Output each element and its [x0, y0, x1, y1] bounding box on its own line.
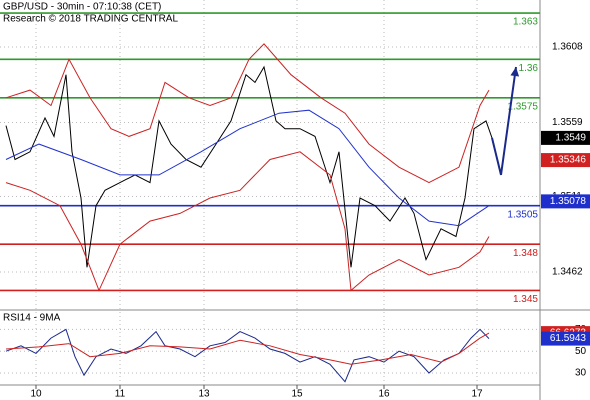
chart-title: GBP/USD - 30min - 07:10:38 (CET) [3, 2, 161, 13]
level-label: 1.348 [513, 248, 538, 259]
x-tick-label: 15 [291, 389, 303, 400]
level-label: 1.3505 [507, 209, 538, 220]
axis-box-label: 1.35346 [550, 155, 587, 166]
series-line [5, 43, 490, 184]
axis-box [541, 194, 590, 209]
series-line [5, 332, 490, 365]
series-line [5, 65, 493, 268]
y-tick-label: 50 [575, 346, 587, 357]
series-line [5, 328, 490, 383]
level-label: 1.363 [513, 17, 538, 28]
level-label: 1.345 [513, 294, 538, 305]
series-line [5, 109, 490, 227]
y-tick-label: 1.3462 [552, 267, 583, 278]
x-tick-label: 16 [378, 389, 390, 400]
axis-box [541, 331, 590, 346]
axis-box-label: 1.3549 [555, 133, 586, 144]
series-line [5, 151, 490, 292]
axis-box-label: 61.5943 [550, 333, 587, 344]
arrow-head [510, 67, 520, 77]
x-tick-label: 13 [198, 389, 210, 400]
level-label: 1.3575 [507, 101, 538, 112]
x-tick-label: 10 [30, 389, 42, 400]
y-tick-label: 30 [575, 368, 587, 379]
axis-box-label: 1.35078 [550, 196, 587, 207]
series-line [491, 66, 517, 176]
chart-subtitle: Research © 2018 TRADING CENTRAL [3, 14, 178, 25]
rsi-title: RSI14 - 9MA [3, 313, 61, 324]
y-tick-label: 1.3559 [552, 117, 583, 128]
level-label: 1.36 [519, 63, 539, 74]
y-tick-label: 1.3608 [552, 42, 583, 53]
x-tick-label: 17 [471, 389, 483, 400]
x-tick-label: 11 [115, 389, 126, 400]
axis-box [541, 153, 590, 168]
axis-box [541, 130, 590, 145]
